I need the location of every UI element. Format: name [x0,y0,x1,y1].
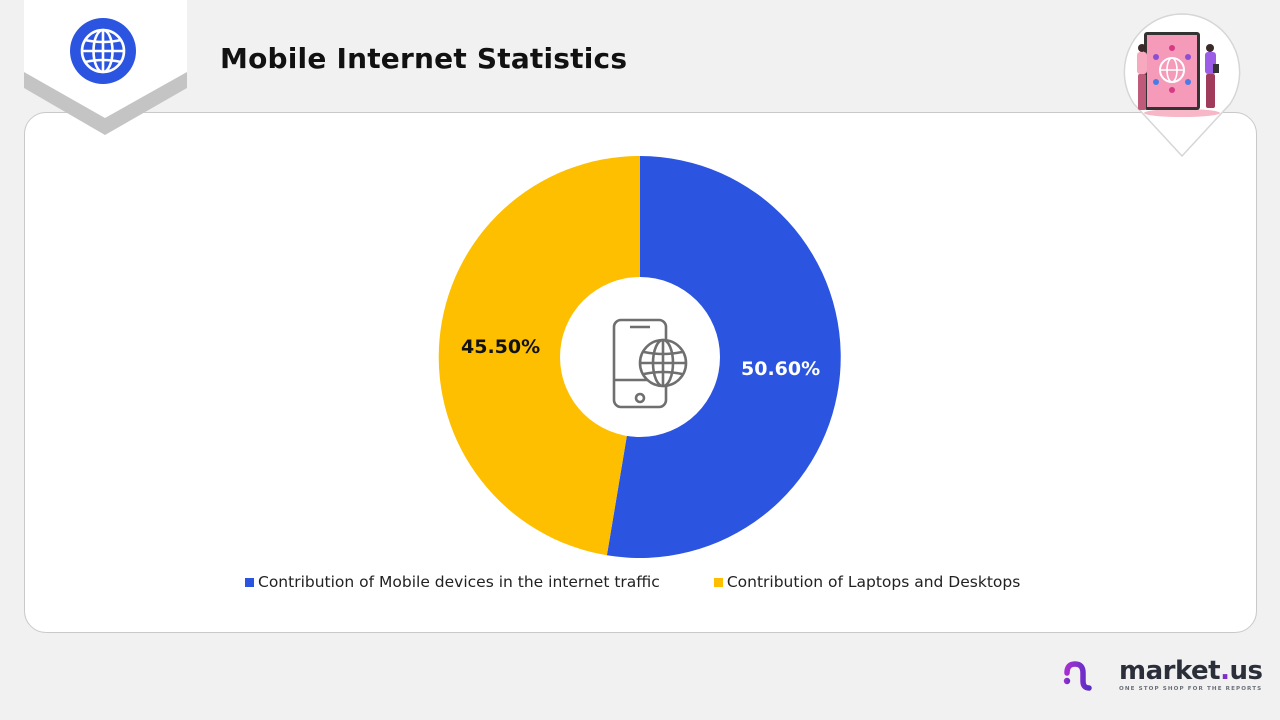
legend-item-mobile: Contribution of Mobile devices in the in… [245,573,660,591]
legend-swatch-mobile [245,577,254,587]
globe-icon [70,18,136,84]
chart-legend: Contribution of Mobile devices in the in… [245,573,1020,591]
header-badge-right [1123,13,1241,158]
market-us-logo: market.us ONE STOP SHOP FOR THE REPORTS [1063,658,1263,692]
legend-label-laptop: Contribution of Laptops and Desktops [726,573,1021,591]
header-badge-left [24,0,187,135]
legend-swatch-laptop [713,577,723,587]
market-us-logo-icon [1063,661,1109,691]
logo-tagline: ONE STOP SHOP FOR THE REPORTS [1119,686,1263,692]
slice-label-laptop: 45.50% [461,336,541,358]
page-title: Mobile Internet Statistics [220,42,628,75]
legend-item-laptop: Contribution of Laptops and Desktops [713,573,1021,591]
logo-word-main: market [1119,656,1221,686]
logo-word-suffix: us [1229,656,1264,686]
people-tablet-globe-illustration [1137,32,1220,117]
chart-card [24,112,1257,633]
logo-word-dot: . [1220,656,1230,686]
legend-label-mobile: Contribution of Mobile devices in the in… [258,573,660,591]
slice-label-mobile: 50.60% [741,358,821,380]
